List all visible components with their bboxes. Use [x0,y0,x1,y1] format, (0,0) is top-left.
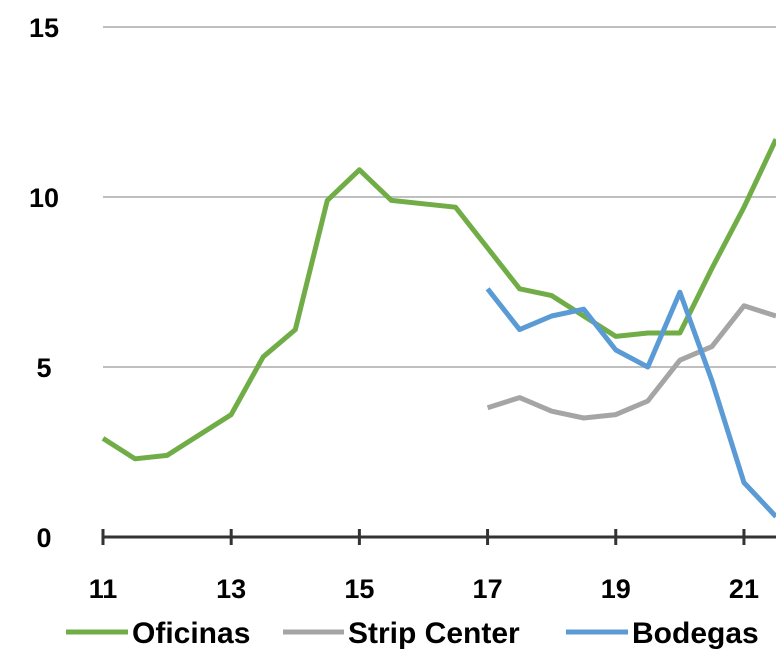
legend-label-oficinas: Oficinas [132,617,250,649]
x-tick-label: 21 [729,574,759,604]
series-line-strip-center [486,303,776,421]
y-tick-label: 0 [36,523,51,553]
x-axis [101,529,776,545]
y-tick-label: 10 [29,183,59,213]
x-tick-label: 11 [89,574,118,604]
x-axis-tick-labels: 11 13 15 17 19 21 [89,574,759,604]
legend-label-strip-center: Strip Center [348,617,520,649]
legend: Oficinas Strip Center Bodegas [66,617,759,649]
gridlines [103,26,776,368]
x-tick-label: 17 [473,574,503,604]
series-line-bodegas [485,287,776,519]
y-tick-label: 5 [36,353,51,383]
x-tick-label: 15 [344,574,374,604]
x-tick-label: 19 [601,574,631,604]
x-tick-label: 13 [216,574,246,604]
plot-area [101,138,776,519]
y-tick-label: 15 [29,13,59,43]
y-axis-tick-labels: 0 5 10 15 [29,13,59,553]
legend-label-bodegas: Bodegas [632,617,759,649]
